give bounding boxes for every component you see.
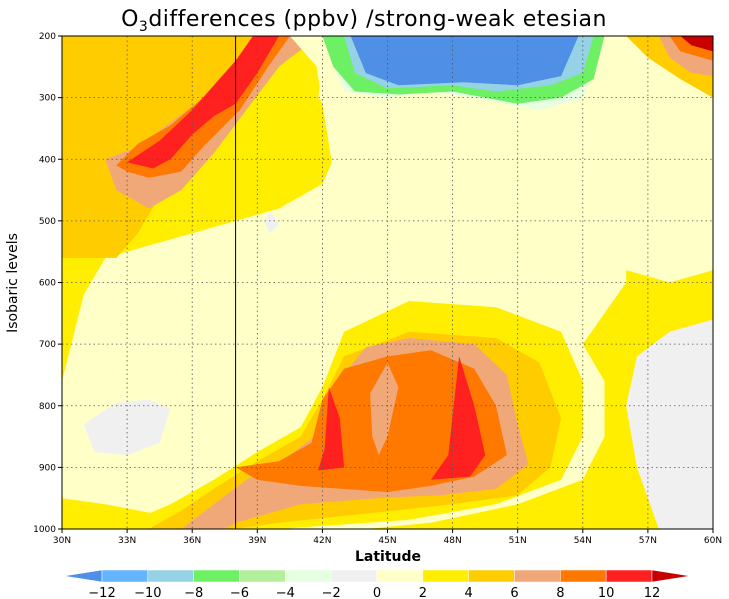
grid-lines	[62, 36, 713, 529]
x-axis-label: Latitude	[355, 549, 421, 565]
colorbar: −12 −10 −8 −6 −4 −2 0 2 4 6 8 10 12	[63, 569, 691, 599]
colorbar-label: 6	[510, 586, 518, 599]
x-tick-label: 39N	[248, 536, 266, 546]
colorbar-label: 0	[373, 586, 381, 599]
colorbar-segment	[422, 569, 469, 583]
y-tick-label: 800	[39, 402, 56, 412]
contour-region-3	[83, 399, 171, 456]
x-tick-label: 36N	[183, 536, 201, 546]
y-tick-label: 600	[39, 279, 56, 289]
x-axis-ticks: 30N 33N 36N 39N 42N 45N 48N 51N 54N 57N 60N	[53, 529, 722, 546]
contour-region-19	[350, 36, 579, 86]
colorbar-label: −8	[184, 586, 203, 599]
colorbar-high-extend	[651, 569, 691, 583]
chart-title-subscript: 3	[139, 19, 148, 35]
colorbar-segment	[330, 569, 378, 583]
chart-title-rest: differences (ppbv) /strong-weak etesian	[148, 7, 607, 32]
chart-title: O3differences (ppbv) /strong-weak etesia…	[121, 7, 607, 35]
y-tick-label: 700	[39, 340, 56, 350]
colorbar-segment	[147, 569, 194, 583]
colorbar-label: −4	[276, 586, 295, 599]
y-tick-label: 400	[39, 155, 56, 165]
y-tick-label: 500	[39, 217, 56, 227]
contour-region-9	[430, 356, 486, 480]
colorbar-label: 4	[465, 586, 473, 599]
colorbar-label: 10	[598, 586, 615, 599]
x-tick-label: 54N	[574, 536, 592, 546]
x-tick-label: 30N	[53, 536, 71, 546]
x-tick-label: 57N	[639, 536, 657, 546]
colorbar-segment	[605, 569, 653, 583]
contour-region-24	[680, 36, 713, 52]
x-tick-label: 33N	[118, 536, 136, 546]
colorbar-label: 2	[419, 586, 427, 599]
contour-region-10	[370, 362, 399, 456]
y-tick-label: 200	[39, 32, 56, 42]
contour-region-14	[127, 36, 279, 169]
x-tick-label: 45N	[378, 536, 396, 546]
colorbar-label: 8	[556, 586, 564, 599]
contour-region-20	[263, 211, 279, 234]
x-tick-label: 42N	[313, 536, 331, 546]
colorbar-segment	[285, 569, 332, 583]
x-tick-label: 60N	[704, 536, 722, 546]
contour-region-8	[318, 387, 345, 471]
colorbar-label: −10	[134, 586, 161, 599]
colorbar-segment	[376, 569, 424, 583]
colorbar-segment	[514, 569, 561, 583]
colorbar-label: −6	[230, 586, 249, 599]
x-tick-label: 48N	[444, 536, 462, 546]
colorbar-segment	[239, 569, 286, 583]
colorbar-low-extend	[63, 569, 103, 583]
colorbar-label: −12	[88, 586, 115, 599]
colorbar-label: 12	[644, 586, 661, 599]
colorbar-segment	[101, 569, 149, 583]
y-tick-label: 900	[39, 463, 56, 473]
y-tick-label: 1000	[33, 525, 56, 535]
plot-area	[61, 35, 714, 530]
contour-region-7	[235, 350, 507, 492]
colorbar-segment	[468, 569, 515, 583]
colorbar-segment	[560, 569, 607, 583]
x-tick-label: 51N	[509, 536, 527, 546]
colorbar-label: −2	[322, 586, 341, 599]
chart-title-main: O	[121, 7, 139, 32]
y-axis-ticks: 200 300 400 500 600 700 800 900 1000	[33, 32, 62, 535]
y-tick-label: 300	[39, 94, 56, 104]
colorbar-segment	[193, 569, 240, 583]
y-axis-label: Isobaric levels	[5, 233, 21, 333]
contour-region-2	[626, 319, 713, 529]
